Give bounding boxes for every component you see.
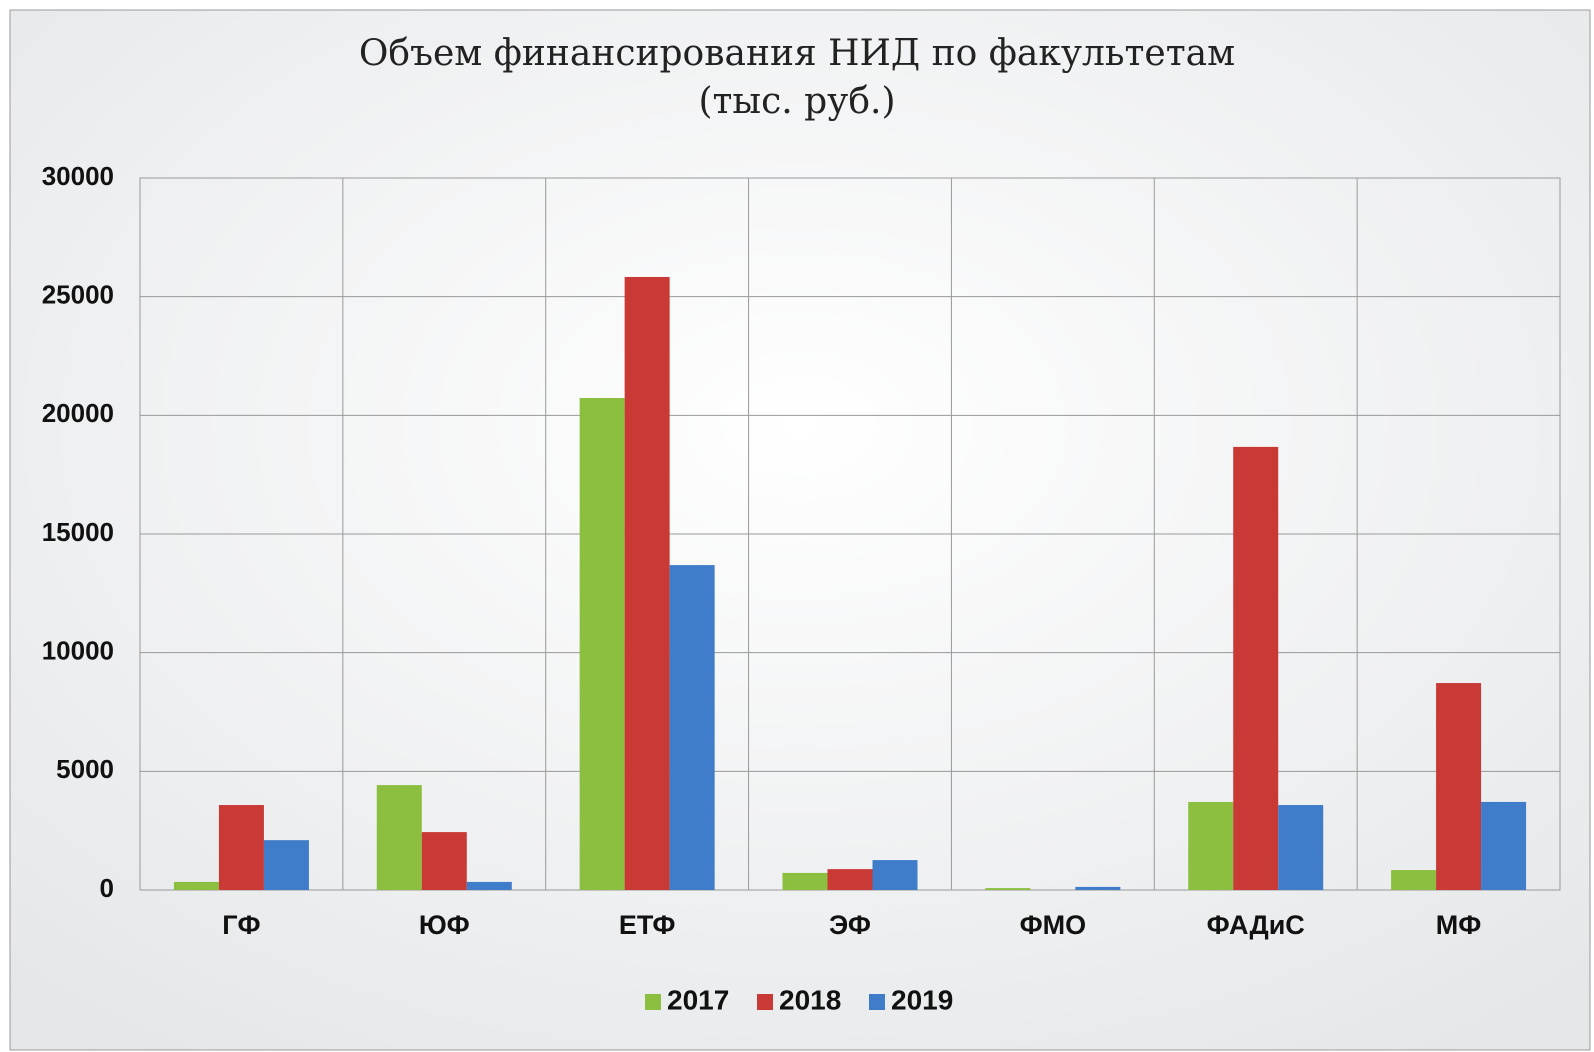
x-tick-label: ФМО [1020, 910, 1087, 940]
bar [827, 869, 873, 890]
bar [376, 785, 422, 890]
bar [1188, 801, 1234, 890]
bar [1436, 683, 1482, 890]
bar [218, 805, 264, 890]
chart-subtitle: (тыс. руб.) [698, 81, 895, 122]
y-tick-label: 30000 [42, 161, 114, 191]
x-tick-label: ЭФ [829, 910, 871, 940]
y-tick-label: 25000 [42, 280, 114, 310]
bar [782, 872, 828, 890]
legend-swatch [645, 994, 661, 1010]
bar [466, 881, 512, 890]
bar [1278, 805, 1324, 890]
y-tick-label: 0 [100, 873, 114, 903]
x-tick-label: ЕТФ [619, 910, 676, 940]
legend-swatch [757, 994, 773, 1010]
y-tick-label: 20000 [42, 398, 114, 428]
legend-label: 2018 [779, 984, 841, 1015]
bar [624, 276, 670, 890]
bar [669, 565, 715, 890]
bar [263, 840, 309, 890]
y-tick-label: 5000 [56, 754, 114, 784]
x-tick-label: ЮФ [419, 910, 470, 940]
legend-label: 2019 [891, 984, 953, 1015]
bar [173, 881, 219, 890]
bar [421, 832, 467, 890]
legend-label: 2017 [667, 984, 729, 1015]
x-tick-label: МФ [1436, 910, 1482, 940]
chart-background [9, 9, 1591, 1051]
bar [1481, 801, 1527, 890]
bar [579, 398, 625, 890]
bar [985, 888, 1031, 890]
chart-title: Объем финансирования НИД по факультетам [359, 33, 1235, 74]
bar [1391, 870, 1437, 890]
bar [1075, 886, 1121, 890]
x-tick-label: ФАДиС [1207, 910, 1305, 940]
x-tick-label: ГФ [222, 910, 260, 940]
legend-swatch [869, 994, 885, 1010]
bar [872, 860, 918, 890]
y-tick-label: 15000 [42, 517, 114, 547]
bar [1233, 446, 1279, 890]
y-tick-label: 10000 [42, 636, 114, 666]
